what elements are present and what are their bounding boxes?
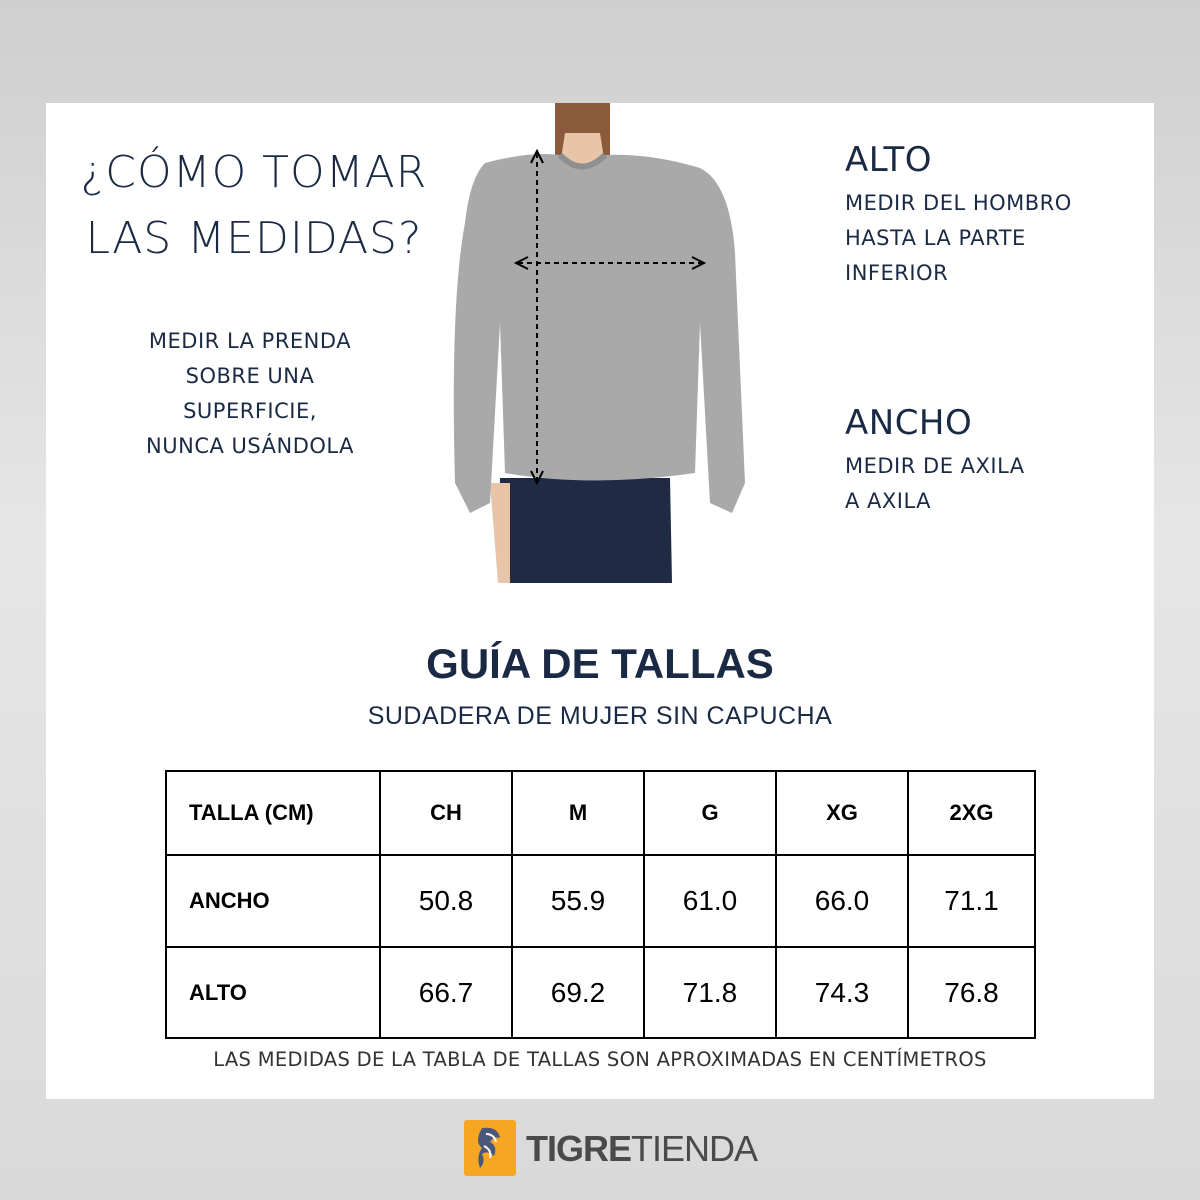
alto-heading: ALTO xyxy=(845,140,933,180)
table-cell: 55.9 xyxy=(511,854,645,948)
hand xyxy=(490,483,510,583)
alto-section: ALTO MEDIR DEL HOMBRO HASTA LA PARTE INF… xyxy=(845,140,1072,291)
tiger-icon xyxy=(464,1120,516,1176)
collar xyxy=(557,152,608,170)
note-line: SUPERFICIE, xyxy=(183,399,317,423)
brand-bold: TIGRE xyxy=(526,1128,632,1169)
table-row: ALTO 66.7 69.2 71.8 74.3 76.8 xyxy=(165,946,1036,1039)
note-line: MEDIR LA PRENDA xyxy=(148,329,352,353)
table-cell: 69.2 xyxy=(511,946,645,1039)
jeans xyxy=(498,478,672,583)
header-cell: XG xyxy=(775,770,909,856)
ancho-heading: ANCHO xyxy=(845,403,973,443)
ancho-section: ANCHO MEDIR DE AXILA A AXILA xyxy=(845,403,1025,519)
footnote: LAS MEDIDAS DE LA TABLA DE TALLAS SON AP… xyxy=(213,1048,987,1071)
sweatshirt-model-illustration xyxy=(453,103,745,583)
row-label: ALTO xyxy=(165,946,381,1039)
table-cell: 76.8 xyxy=(907,946,1036,1039)
measure-note: MEDIR LA PRENDA SOBRE UNA SUPERFICIE, NU… xyxy=(120,324,380,464)
table-cell: 66.0 xyxy=(775,854,909,948)
row-label: ANCHO xyxy=(165,854,381,948)
title-line: ¿CÓMO TOMAR xyxy=(80,147,428,198)
title-line: LAS MEDIDAS? xyxy=(85,213,423,264)
header-cell: CH xyxy=(379,770,513,856)
table-cell: 71.1 xyxy=(907,854,1036,948)
alto-line: MEDIR DEL HOMBRO xyxy=(845,191,1072,215)
ancho-line: A AXILA xyxy=(845,489,932,513)
note-line: SOBRE UNA xyxy=(185,364,315,388)
header-cell: 2XG xyxy=(907,770,1036,856)
table-row: ANCHO 50.8 55.9 61.0 66.0 71.1 xyxy=(165,854,1036,948)
table-header-row: TALLA (CM) CH M G XG 2XG xyxy=(165,770,1036,856)
table-cell: 50.8 xyxy=(379,854,513,948)
sweater xyxy=(453,154,745,513)
note-line: NUNCA USÁNDOLA xyxy=(146,434,354,458)
arrow-heads xyxy=(530,148,544,486)
table-cell: 71.8 xyxy=(643,946,777,1039)
header-cell: G xyxy=(643,770,777,856)
tigretienda-logo: TIGRETIENDA xyxy=(464,1118,758,1178)
size-table: TALLA (CM) CH M G XG 2XG ANCHO 50.8 55.9… xyxy=(165,770,1036,1039)
arrow-heads xyxy=(513,256,707,270)
size-guide-subtitle: SUDADERA DE MUJER SIN CAPUCHA xyxy=(367,702,833,730)
table-cell: 66.7 xyxy=(379,946,513,1039)
size-guide-title: GUÍA DE TALLAS xyxy=(426,640,774,687)
ancho-line: MEDIR DE AXILA xyxy=(845,454,1025,478)
alto-line: INFERIOR xyxy=(845,261,949,285)
table-cell: 61.0 xyxy=(643,854,777,948)
alto-line: HASTA LA PARTE xyxy=(845,226,1026,250)
brand-light: TIENDA xyxy=(631,1128,758,1169)
neck xyxy=(560,133,605,165)
how-to-measure-title: ¿CÓMO TOMAR LAS MEDIDAS? xyxy=(64,140,444,272)
header-cell: TALLA (CM) xyxy=(165,770,381,856)
header-cell: M xyxy=(511,770,645,856)
table-cell: 74.3 xyxy=(775,946,909,1039)
